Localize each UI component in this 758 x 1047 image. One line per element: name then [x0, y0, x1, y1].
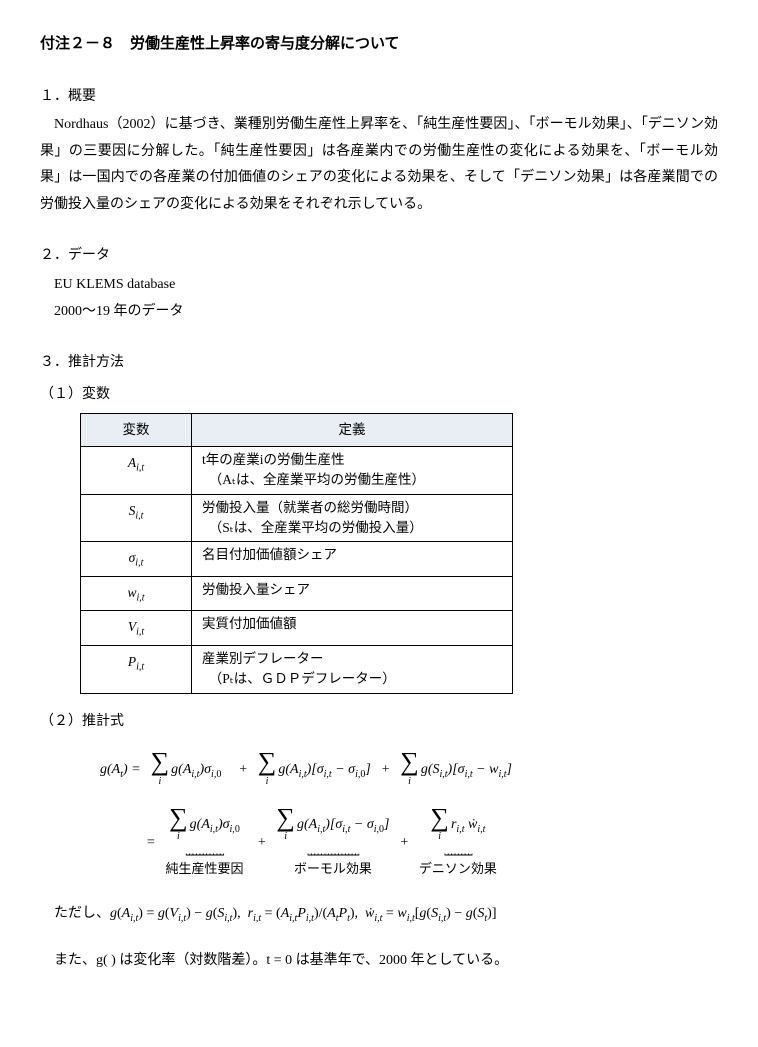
table-cell-def: 産業別デフレーター （Pₜは、ＧＤＰデフレーター） [192, 646, 513, 694]
table-cell-def: 労働投入量シェア [192, 576, 513, 611]
table-cell-var: Vi,t [81, 611, 192, 646]
footer-line-1: ただし、g(Ai,t) = g(Vi,t) − g(Si,t), ri,t = … [40, 901, 718, 928]
table-header-def: 定義 [192, 414, 513, 447]
formula-label-1: 純生産性要因 [165, 857, 243, 882]
table-row: Si,t労働投入量（就業者の総労働時間） （Sₜは、全産業平均の労働投入量） [81, 494, 513, 542]
table-cell-def: 労働投入量（就業者の総労働時間） （Sₜは、全産業平均の労働投入量） [192, 494, 513, 542]
page-title: 付注２－８ 労働生産性上昇率の寄与度分解について [40, 30, 718, 59]
table-header-var: 変数 [81, 414, 192, 447]
formula-block: g(At) = ∑i g(Ai,t)σi,0 + ∑i g(Ai,t)[σi,t… [100, 750, 718, 881]
section-1-paragraph: Nordhaus（2002）に基づき、業種別労働生産性上昇率を、「純生産性要因」… [40, 112, 718, 218]
table-cell-var: Pi,t [81, 646, 192, 694]
variables-table: 変数 定義 Ai,tt年の産業iの労働生産性 （Aₜは、全産業平均の労働生産性）… [80, 413, 513, 693]
table-cell-var: wi,t [81, 576, 192, 611]
section-2-line-1: EU KLEMS database [40, 272, 718, 299]
section-2-heading: ２．データ [40, 243, 718, 270]
formula-label-2: ボーモル効果 [294, 857, 372, 882]
table-row: Pi,t産業別デフレーター （Pₜは、ＧＤＰデフレーター） [81, 646, 513, 694]
table-row: Ai,tt年の産業iの労働生産性 （Aₜは、全産業平均の労働生産性） [81, 447, 513, 495]
formula-label-3: デニソン効果 [419, 857, 497, 882]
section-2-line-2: 2000～19 年のデータ [40, 299, 718, 326]
subsection-3-2: （２）推計式 [40, 709, 718, 736]
table-cell-var: Ai,t [81, 447, 192, 495]
section-1-heading: １．概要 [40, 84, 718, 111]
formula-row-1: g(At) = ∑i g(Ai,t)σi,0 + ∑i g(Ai,t)[σi,t… [100, 750, 718, 790]
table-row: wi,t労働投入量シェア [81, 576, 513, 611]
table-cell-var: Si,t [81, 494, 192, 542]
table-row: Vi,t実質付加価値額 [81, 611, 513, 646]
footer-line-2: また、g( ) は変化率（対数階差）。t = 0 は基準年で、2000 年として… [40, 948, 718, 975]
formula-lhs: g(At) = [100, 757, 141, 784]
table-cell-var: σi,t [81, 542, 192, 577]
formula-row-2: = ∑i g(Ai,t)σi,0 ⎵⎵⎵⎵⎵⎵⎵⎵⎵⎵⎵ 純生産性要因 + ∑i… [146, 806, 718, 882]
table-cell-def: 実質付加価値額 [192, 611, 513, 646]
table-cell-def: t年の産業iの労働生産性 （Aₜは、全産業平均の労働生産性） [192, 447, 513, 495]
subsection-3-1: （１）変数 [40, 382, 718, 409]
section-3-heading: ３．推計方法 [40, 350, 718, 377]
table-row: σi,t名目付加価値額シェア [81, 542, 513, 577]
table-cell-def: 名目付加価値額シェア [192, 542, 513, 577]
